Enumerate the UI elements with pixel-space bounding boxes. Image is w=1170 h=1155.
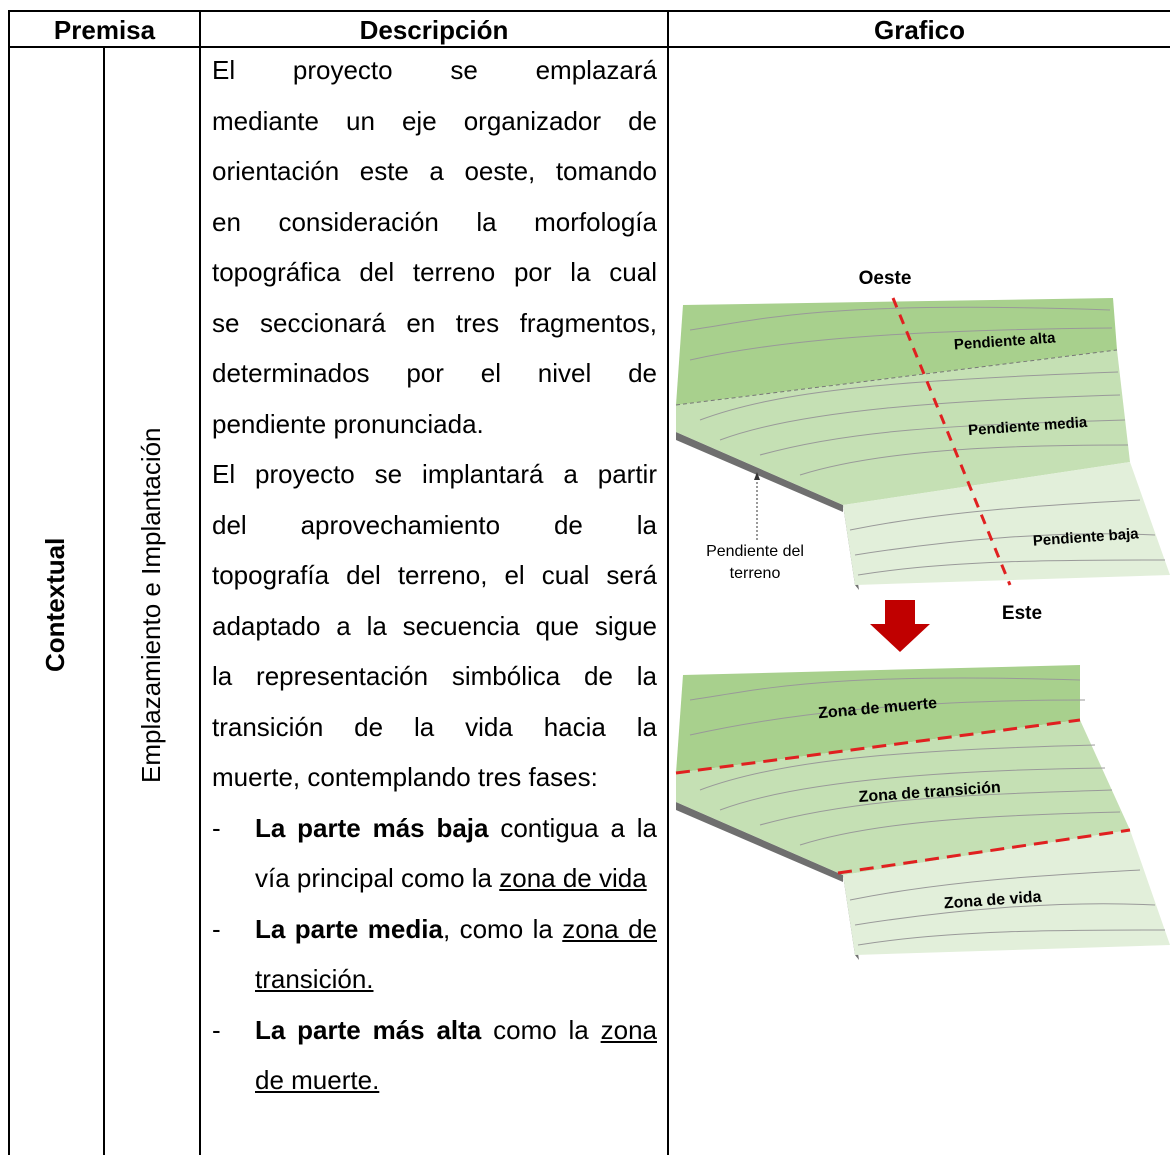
text-line: adaptado a la secuencia que sigue: [212, 610, 657, 641]
label: terreno: [730, 565, 781, 582]
bold-text: La parte media: [255, 913, 443, 944]
label: Zona de vida: [943, 889, 1042, 913]
bold-text: La parte más alta: [255, 1014, 482, 1045]
underlined-text: zona de muerte.: [255, 1014, 657, 1096]
subpremise: Emplazamiento e Implantación: [136, 427, 166, 783]
label: Pendiente del: [706, 543, 804, 560]
bold-text: La parte más baja: [255, 812, 489, 843]
text-line: la representación simbólica de la: [212, 661, 657, 691]
underlined-text: zona de vida: [499, 863, 647, 893]
text: , como la: [442, 913, 563, 944]
text-line: orientación este a oeste, tomando: [212, 156, 657, 186]
list-marker: -: [212, 1014, 221, 1045]
header-cell: Grafico: [873, 15, 966, 45]
border: [8, 46, 1170, 48]
bottom-diagram: Zona de muerte Zona de transición Zona d…: [675, 665, 1170, 960]
border: [199, 10, 201, 1155]
list-item: - La parte media, como la zona de transic…: [212, 904, 657, 1005]
list-marker: -: [212, 812, 221, 843]
premise: Contextual: [40, 537, 70, 673]
text: como la: [481, 1014, 601, 1045]
text-line: topografía del terreno, el cual será: [212, 560, 657, 590]
text-line: pendiente pronunciada.: [212, 408, 484, 439]
text-line: del aprovechamiento de la: [212, 509, 657, 540]
label: Oeste: [859, 268, 912, 289]
underlined-text: zona de transición.: [255, 913, 657, 995]
border: [8, 10, 1170, 12]
list-item: - La parte más alta como la zona de muert…: [212, 1005, 657, 1106]
border: [103, 47, 105, 1155]
text-line: mediante un eje organizador de: [212, 105, 657, 136]
text-line: topográfica del terreno por la cual: [212, 257, 657, 287]
text-line: en consideración la morfología: [212, 206, 657, 237]
graphic: Oeste Este Pendiente alta Pendiente medi…: [675, 268, 1170, 960]
text-line: transición de la vida hacia la: [212, 711, 657, 742]
header-cell: Premisa: [53, 15, 156, 45]
text-line: El proyecto se implantará a partir: [212, 459, 657, 489]
text-line: El proyecto se emplazará: [212, 55, 657, 85]
text-line: determinados por el nivel de: [212, 358, 657, 388]
border: [667, 10, 669, 1155]
text: contigua a la vía principal como la: [255, 812, 658, 894]
text-line: muerte, contemplando tres fases:: [212, 762, 598, 792]
header-cell: Descripción: [359, 15, 509, 45]
list-item: - La parte más baja contigua a la vía pri…: [212, 803, 657, 904]
text-line: se seccionará en tres fragmentos,: [212, 307, 657, 338]
border: [8, 10, 10, 1155]
description: El proyecto se emplazará mediante un eje …: [212, 45, 657, 1106]
list-marker: -: [212, 913, 221, 944]
top-diagram: Oeste Este Pendiente alta Pendiente medi…: [675, 268, 1170, 652]
label: Este: [1002, 603, 1042, 624]
